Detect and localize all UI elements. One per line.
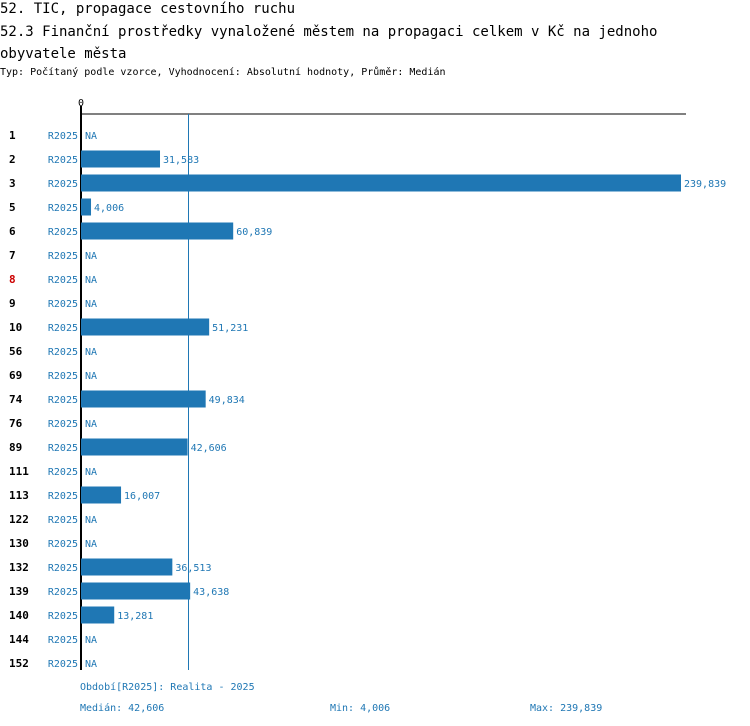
- footer-median: Medián: 42,606: [80, 703, 165, 714]
- category-label: 140: [9, 609, 29, 622]
- category-label: 56: [9, 345, 23, 358]
- series-label: R2025: [48, 467, 78, 478]
- data-label: 42,606: [191, 443, 227, 454]
- na-label: NA: [85, 371, 97, 382]
- series-label: R2025: [48, 347, 78, 358]
- category-label: 113: [9, 489, 29, 502]
- series-label: R2025: [48, 203, 78, 214]
- chart-meta: Typ: Počítaný podle vzorce, Vyhodnocení:…: [0, 67, 446, 78]
- category-label: 9: [9, 297, 16, 310]
- series-label: R2025: [48, 131, 78, 142]
- data-label: 51,231: [212, 323, 248, 334]
- bar: [81, 318, 210, 336]
- series-label: R2025: [48, 539, 78, 550]
- series-label: R2025: [48, 275, 78, 286]
- series-label: R2025: [48, 179, 78, 190]
- series-label: R2025: [48, 323, 78, 334]
- bar: [81, 582, 191, 600]
- category-label: 130: [9, 537, 29, 550]
- na-label: NA: [85, 515, 97, 526]
- na-label: NA: [85, 539, 97, 550]
- series-label: R2025: [48, 227, 78, 238]
- series-label: R2025: [48, 635, 78, 646]
- category-label: 74: [9, 393, 23, 406]
- data-label: 31,583: [163, 155, 199, 166]
- series-label: R2025: [48, 659, 78, 670]
- bar: [81, 174, 681, 192]
- category-label: 1: [9, 129, 16, 142]
- series-label: R2025: [48, 155, 78, 166]
- na-label: NA: [85, 467, 97, 478]
- data-label: 36,513: [175, 563, 211, 574]
- bar: [81, 390, 206, 408]
- category-label: 122: [9, 513, 29, 526]
- series-label: R2025: [48, 563, 78, 574]
- data-label: 49,834: [209, 395, 245, 406]
- series-label: R2025: [48, 371, 78, 382]
- footer-max: Max: 239,839: [530, 703, 603, 714]
- category-label: 3: [9, 177, 16, 190]
- bar: [81, 150, 161, 168]
- data-label: 13,281: [117, 611, 153, 622]
- category-label: 8: [9, 273, 16, 286]
- na-label: NA: [85, 131, 97, 142]
- data-label: 60,839: [236, 227, 272, 238]
- series-label: R2025: [48, 443, 78, 454]
- data-label: 16,007: [124, 491, 160, 502]
- series-label: R2025: [48, 587, 78, 598]
- series-label: R2025: [48, 611, 78, 622]
- chart-subtitle: 52.3 Finanční prostředky vynaložené měst…: [0, 24, 658, 62]
- bar: [81, 222, 234, 240]
- na-label: NA: [85, 299, 97, 310]
- category-label: 89: [9, 441, 22, 454]
- category-label: 69: [9, 369, 22, 382]
- category-label: 132: [9, 561, 29, 574]
- category-label: 144: [9, 633, 29, 646]
- bar: [81, 558, 173, 576]
- footer-min: Min: 4,006: [330, 703, 391, 714]
- footer-period: Období[R2025]: Realita - 2025: [80, 682, 255, 693]
- na-label: NA: [85, 275, 97, 286]
- series-label: R2025: [48, 251, 78, 262]
- series-label: R2025: [48, 395, 78, 406]
- category-label: 152: [9, 657, 29, 670]
- category-label: 76: [9, 417, 23, 430]
- series-label: R2025: [48, 299, 78, 310]
- category-label: 7: [9, 249, 16, 262]
- series-label: R2025: [48, 515, 78, 526]
- na-label: NA: [85, 635, 97, 646]
- chart-title: 52. TIC, propagace cestovního ruchu: [0, 1, 296, 17]
- na-label: NA: [85, 347, 97, 358]
- category-label: 2: [9, 153, 16, 166]
- data-label: 239,839: [684, 179, 726, 190]
- x-axis-zero-label: 0: [78, 98, 84, 109]
- bar-chart: 0 1 R2025 NA 2 R2025 31,583 3 R2025 239,839 5 R2025…: [9, 98, 726, 670]
- category-label: 111: [9, 465, 29, 478]
- category-label: 6: [9, 225, 16, 238]
- bar: [81, 606, 115, 624]
- na-label: NA: [85, 251, 97, 262]
- na-label: NA: [85, 659, 97, 670]
- category-label: 10: [9, 321, 22, 334]
- bar: [81, 438, 188, 456]
- category-label: 139: [9, 585, 29, 598]
- bar: [81, 486, 122, 504]
- data-label: 4,006: [94, 203, 124, 214]
- series-label: R2025: [48, 491, 78, 502]
- data-label: 43,638: [193, 587, 229, 598]
- na-label: NA: [85, 419, 97, 430]
- category-label: 5: [9, 201, 16, 214]
- series-label: R2025: [48, 419, 78, 430]
- bar: [81, 198, 92, 216]
